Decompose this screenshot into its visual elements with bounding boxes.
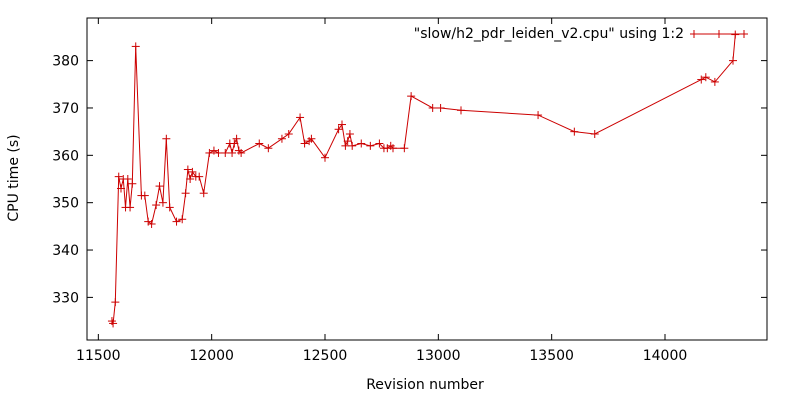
data-point — [296, 113, 305, 122]
data-point — [334, 125, 343, 134]
data-point — [188, 167, 197, 176]
data-point — [214, 148, 223, 157]
x-tick-label: 12000 — [189, 348, 234, 364]
data-point — [230, 139, 239, 148]
data-point — [300, 139, 309, 148]
data-point — [114, 172, 123, 181]
data-point — [366, 141, 375, 150]
data-point — [178, 215, 187, 224]
data-point — [155, 182, 164, 191]
x-axis-ticks: 11500 12000 12500 13000 13500 14000 — [76, 18, 687, 364]
data-point — [428, 103, 437, 112]
series-layer — [107, 30, 740, 328]
data-point — [570, 127, 579, 136]
data-point — [457, 106, 465, 115]
data-point — [237, 148, 246, 157]
data-point — [186, 175, 195, 183]
data-point — [710, 77, 719, 86]
y-tick-label: 350 — [52, 196, 79, 212]
data-point — [140, 191, 149, 200]
data-point — [338, 120, 346, 129]
legend-label: "slow/h2_pdr_leiden_v2.cpu" using 1:2 — [414, 26, 684, 42]
series-line — [111, 34, 736, 326]
data-point — [345, 130, 354, 139]
data-point — [407, 92, 416, 101]
legend-marker — [740, 30, 748, 38]
y-axis-label: CPU time (s) — [6, 134, 22, 221]
y-axis-ticks: 330 340 350 360 370 380 — [52, 54, 767, 306]
data-point — [436, 103, 445, 112]
data-point — [158, 198, 167, 207]
data-point — [255, 139, 264, 148]
data-point — [152, 201, 161, 210]
data-point — [357, 139, 366, 148]
data-point — [147, 219, 156, 228]
data-point — [534, 111, 543, 120]
data-point — [264, 144, 273, 153]
data-point — [209, 146, 218, 155]
data-point — [307, 134, 316, 143]
y-tick-label: 360 — [52, 148, 79, 164]
data-point — [697, 75, 706, 84]
data-point — [162, 134, 171, 143]
x-tick-label: 11500 — [76, 348, 121, 364]
data-point — [729, 56, 737, 65]
data-point — [284, 130, 293, 139]
data-point — [181, 189, 190, 198]
data-point — [228, 148, 237, 157]
data-point — [321, 153, 329, 162]
data-point — [172, 217, 181, 226]
data-point — [117, 184, 125, 193]
data-point — [590, 130, 599, 139]
data-point — [341, 141, 350, 150]
data-point — [389, 144, 397, 153]
data-point — [195, 172, 204, 181]
data-point — [111, 298, 120, 307]
data-point — [232, 134, 241, 143]
data-point — [348, 141, 357, 150]
data-point — [375, 139, 384, 148]
x-axis-label: Revision number — [366, 377, 484, 393]
data-point — [731, 30, 740, 39]
x-tick-label: 14000 — [643, 348, 688, 364]
y-tick-label: 330 — [52, 290, 79, 306]
data-point — [343, 137, 352, 146]
data-point — [131, 42, 140, 51]
y-tick-label: 380 — [52, 54, 79, 70]
data-point — [205, 148, 214, 157]
plot-frame — [86, 17, 768, 341]
data-point — [400, 144, 409, 153]
data-point — [126, 203, 135, 212]
data-point — [701, 73, 710, 82]
data-point — [199, 189, 208, 198]
legend: "slow/h2_pdr_leiden_v2.cpu" using 1:2 — [414, 26, 748, 42]
plot-border — [86, 17, 768, 341]
data-point — [277, 134, 286, 143]
x-tick-label: 12500 — [303, 348, 348, 364]
data-point — [221, 148, 230, 157]
y-tick-label: 340 — [52, 243, 79, 259]
y-tick-label: 370 — [52, 101, 79, 117]
data-point — [109, 319, 118, 328]
data-point — [165, 203, 174, 212]
legend-marker — [715, 30, 723, 38]
data-point — [128, 179, 137, 188]
data-point — [183, 165, 192, 174]
legend-marker — [690, 30, 698, 38]
data-point — [123, 175, 132, 183]
x-tick-label: 13500 — [529, 348, 574, 364]
x-tick-label: 13000 — [416, 348, 461, 364]
